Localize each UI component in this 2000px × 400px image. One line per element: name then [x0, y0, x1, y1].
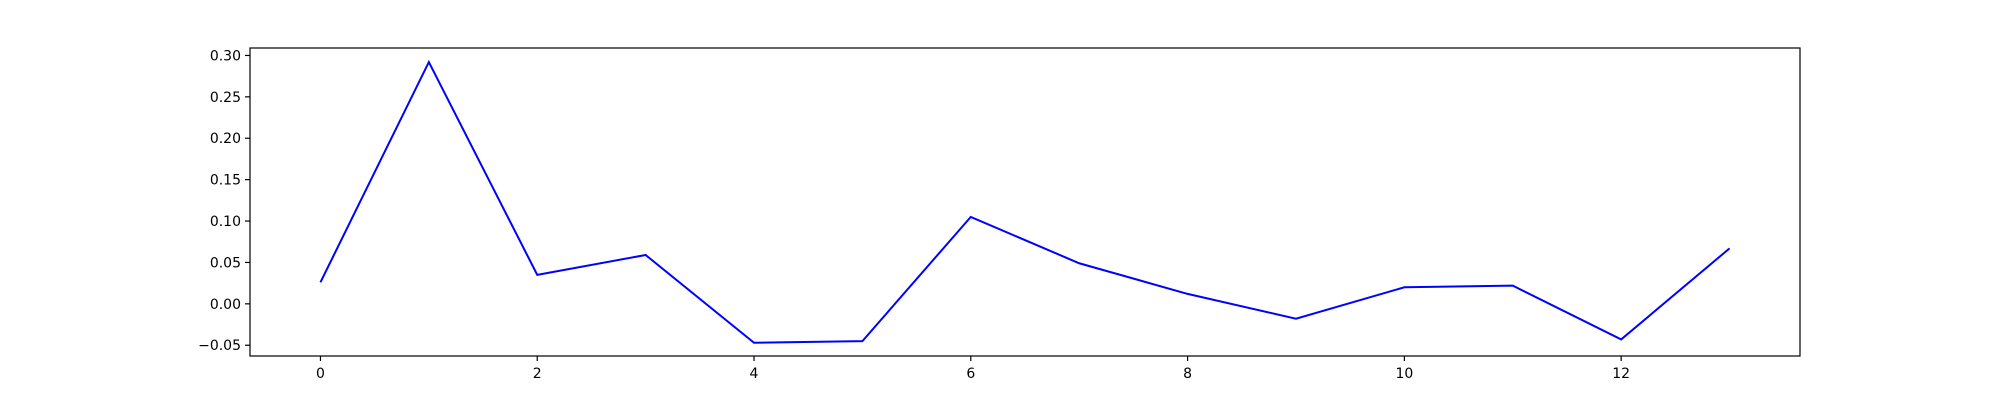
x-tick-label: 6: [966, 366, 975, 382]
y-tick-label: 0.10: [210, 214, 241, 230]
y-tick-label: 0.15: [210, 173, 241, 189]
x-tick-label: 0: [316, 366, 325, 382]
series-line: [319, 59, 1731, 344]
x-tick-label: 8: [1183, 366, 1192, 382]
x-tick-label: 10: [1395, 366, 1413, 382]
x-axis: 0 2 4 6 8 10 12: [316, 356, 1630, 382]
x-tick-label: 4: [750, 366, 759, 382]
axes-frame: [249, 47, 1801, 357]
series-layer: [319, 59, 1731, 344]
y-tick-label: 0.00: [210, 297, 241, 313]
y-tick-label: −0.05: [198, 338, 241, 354]
y-tick-label: 0.25: [210, 90, 241, 106]
plot-area: [250, 48, 1800, 356]
y-tick-label: 0.30: [210, 48, 241, 64]
x-tick-label: 12: [1612, 366, 1630, 382]
y-tick-label: 0.20: [210, 131, 241, 147]
y-axis: −0.05 0.00 0.05 0.10 0.15 0.20 0.25 0.30: [198, 48, 250, 354]
x-tick-label: 2: [533, 366, 542, 382]
y-tick-label: 0.05: [210, 255, 241, 271]
